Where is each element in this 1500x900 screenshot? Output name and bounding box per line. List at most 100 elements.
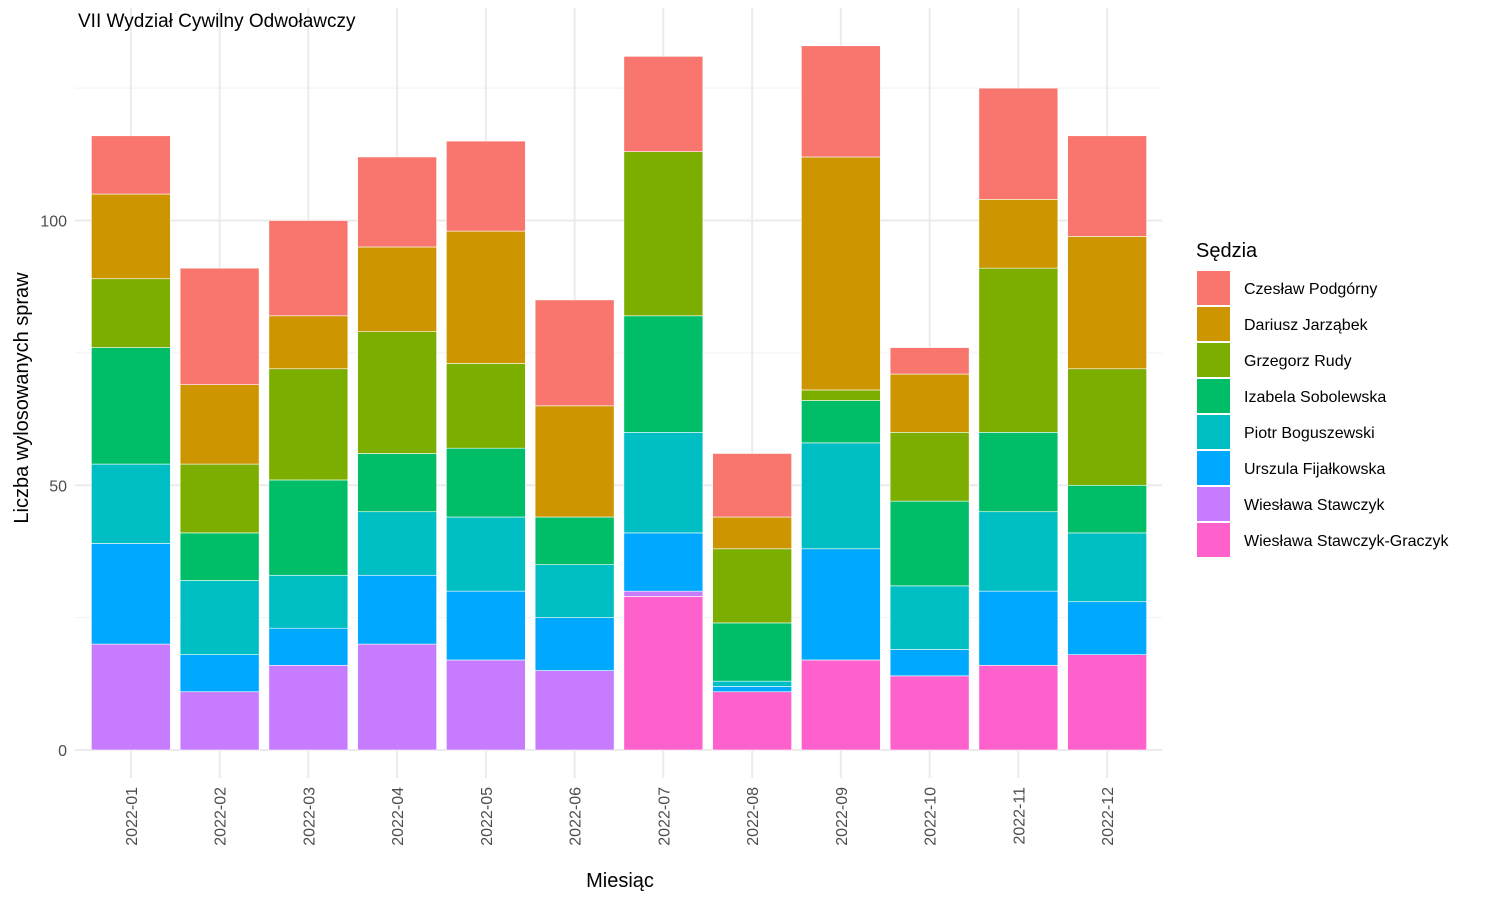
bar-segment [889, 347, 970, 375]
bar-segment [978, 267, 1059, 433]
bar-segment [534, 564, 615, 618]
bar-segment [534, 405, 615, 518]
legend-swatch [1197, 343, 1230, 377]
x-tick-label: 2022-10 [923, 787, 940, 846]
bar-segment [91, 135, 171, 195]
y-tick-label: 50 [49, 478, 67, 495]
bar-segment [91, 193, 171, 280]
bar-stack-area [91, 45, 1147, 751]
bar-segment [978, 664, 1059, 751]
bar-segment [268, 368, 349, 481]
bar-segment [534, 516, 615, 565]
x-tick-label: 2022-02 [213, 787, 230, 846]
legend-swatch [1197, 307, 1230, 341]
bar-segment [623, 532, 704, 592]
bar-segment [623, 596, 704, 751]
legend-label: Grzegorz Rudy [1244, 353, 1352, 370]
bar-segment [446, 447, 526, 518]
bar-segment [889, 500, 970, 587]
bar-segment [1067, 135, 1147, 237]
x-tick-label: 2022-05 [479, 787, 496, 846]
bar-segment [623, 151, 704, 317]
bar-segment [91, 543, 171, 645]
legend-swatch [1197, 523, 1230, 557]
bar-segment [446, 590, 526, 661]
bar-segment [1067, 236, 1147, 370]
bar-segment [623, 431, 704, 534]
legend-label: Izabela Sobolewska [1244, 389, 1386, 406]
legend-swatch [1197, 487, 1230, 521]
bar-segment [801, 389, 881, 401]
bar-segment [357, 156, 437, 248]
bar-segment [357, 246, 437, 332]
bar-segment [978, 511, 1059, 592]
legend-label: Dariusz Jarząbek [1244, 317, 1369, 334]
bar-segment [446, 230, 526, 364]
bar-segment [801, 156, 881, 391]
bar-segment [268, 627, 349, 666]
bar-segment [1067, 601, 1147, 655]
bar-segment [534, 617, 615, 671]
bar-segment [179, 463, 260, 534]
x-tick-label: 2022-03 [301, 787, 318, 846]
bar-segment [357, 453, 437, 513]
bar-segment [179, 532, 260, 581]
legend-label: Piotr Boguszewski [1244, 425, 1375, 442]
x-tick-label: 2022-06 [568, 787, 585, 846]
bar-segment [534, 299, 615, 407]
bar-segment [179, 267, 260, 385]
bar-segment [889, 649, 970, 677]
bar-segment [268, 574, 349, 629]
bar-segment [978, 199, 1059, 269]
bar-segment [889, 373, 970, 433]
legend-swatch [1197, 415, 1230, 449]
bar-segment [712, 453, 792, 518]
y-axis-label: Liczba wylosowanych spraw [11, 272, 33, 524]
bar-segment [91, 463, 171, 544]
bar-segment [1067, 532, 1147, 603]
y-axis-ticks: 0 50 100 [40, 214, 67, 761]
bar-segment [534, 670, 615, 751]
bar-segment [889, 585, 970, 650]
bar-segment [179, 580, 260, 655]
bar-segment [268, 220, 349, 317]
x-axis-ticks: 2022-01 2022-02 2022-03 2022-04 2022-05 2022-… [124, 787, 1117, 846]
bar-segment [268, 479, 349, 576]
bar-segment [446, 140, 526, 232]
bar-segment [268, 315, 349, 370]
bar-segment [801, 45, 881, 158]
y-tick-label: 100 [40, 214, 67, 231]
bar-segment [801, 442, 881, 550]
bar-segment [268, 664, 349, 751]
bar-segment [978, 87, 1059, 200]
bar-segment [91, 347, 171, 465]
legend-swatch [1197, 379, 1230, 413]
bar-segment [801, 400, 881, 444]
bar-segment [623, 590, 704, 597]
legend-label: Wiesława Stawczyk-Graczyk [1244, 533, 1449, 550]
legend-title: Sędzia [1196, 240, 1258, 262]
bar-segment [712, 680, 792, 687]
bar-segment [1067, 654, 1147, 751]
legend: Sędzia Czesław Podgórny Dariusz Jarząbek G… [1196, 240, 1449, 557]
bar-segment [712, 686, 792, 693]
bar-segment [357, 331, 437, 454]
bar-segment [1067, 368, 1147, 486]
bar-segment [91, 643, 171, 751]
bar-segment [889, 675, 970, 751]
x-tick-label: 2022-08 [745, 787, 762, 846]
legend-label: Czesław Podgórny [1244, 281, 1377, 298]
bar-segment [179, 691, 260, 751]
x-tick-label: 2022-04 [390, 787, 407, 846]
bar-segment [889, 431, 970, 502]
bar-segment [91, 278, 171, 348]
bar-segment [179, 654, 260, 693]
bar-segment [801, 659, 881, 751]
legend-swatch [1197, 451, 1230, 485]
bar-segment [357, 511, 437, 576]
legend-label: Urszula Fijałkowska [1244, 461, 1385, 478]
x-tick-label: 2022-09 [834, 787, 851, 846]
bar-segment [623, 56, 704, 152]
x-tick-label: 2022-12 [1100, 787, 1117, 846]
